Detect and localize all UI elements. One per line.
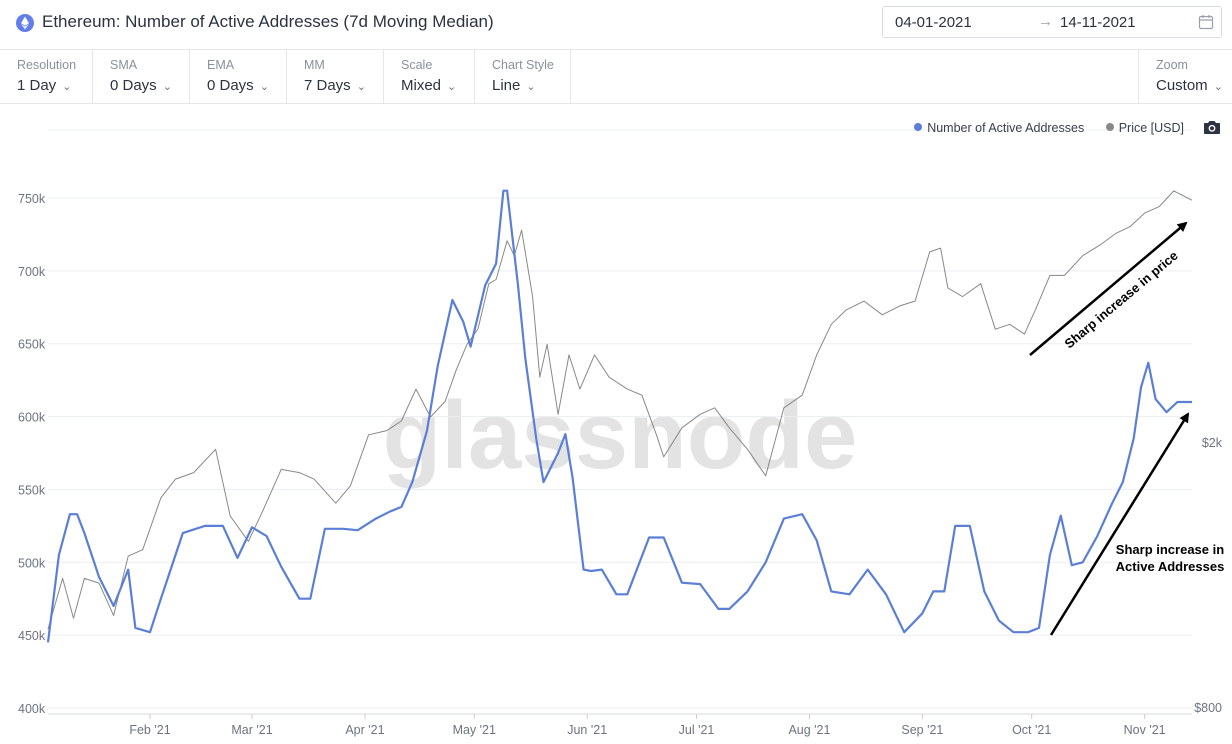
resolution-label: Resolution xyxy=(17,58,77,72)
zoom-label: Zoom xyxy=(1156,58,1188,72)
chevron-down-icon: ⌄ xyxy=(162,81,172,93)
legend-dot-addresses xyxy=(914,123,923,131)
x-tick-label: Mar '21 xyxy=(231,723,272,737)
y-tick-label: 600k xyxy=(18,411,46,425)
legend-item-price[interactable]: Price [USD] xyxy=(1105,121,1184,135)
y-axis-right: $2k $800 xyxy=(1194,436,1223,715)
active-addresses-series-line xyxy=(46,189,1192,643)
x-tick-label: Aug '21 xyxy=(788,723,830,737)
chart-legend: Number of Active Addresses Price [USD] xyxy=(896,121,1184,135)
addresses-annotation: Sharp increase in Active Addresses xyxy=(1116,542,1225,574)
zoom-dropdown[interactable]: Custom ⌄ xyxy=(1156,77,1223,94)
chart-toolbar: Resolution 1 Day ⌄ SMA 0 Days ⌄ EMA 0 Days… xyxy=(0,50,1232,104)
mm-control[interactable]: MM 7 Days ⌄ xyxy=(287,50,384,103)
ema-dropdown[interactable]: 0 Days ⌄ xyxy=(207,77,269,94)
chevron-down-icon: ⌄ xyxy=(62,81,72,93)
resolution-control[interactable]: Resolution 1 Day ⌄ xyxy=(0,50,93,103)
calendar-icon[interactable] xyxy=(1198,14,1214,30)
scale-control[interactable]: Scale Mixed ⌄ xyxy=(384,50,475,103)
chart-style-dropdown[interactable]: Line ⌄ xyxy=(492,77,536,94)
sma-control[interactable]: SMA 0 Days ⌄ xyxy=(93,50,190,103)
y-right-tick-label: $800 xyxy=(1194,701,1222,715)
scale-label: Scale xyxy=(401,58,433,72)
date-end-input[interactable]: 14-11-2021 xyxy=(1060,14,1136,31)
y-tick-label: 700k xyxy=(18,265,46,279)
annotation-layer: Sharp increase in price Sharp increase i… xyxy=(1029,221,1225,636)
date-start-input[interactable]: 04-01-2021 xyxy=(895,14,972,31)
sma-dropdown[interactable]: 0 Days ⌄ xyxy=(110,77,172,94)
x-tick-label: Feb '21 xyxy=(129,723,170,737)
chevron-down-icon: ⌄ xyxy=(259,81,269,93)
price-increase-arrow xyxy=(1029,221,1188,356)
mm-label: MM xyxy=(304,58,325,72)
date-range-picker[interactable]: 04-01-2021 → 14-11-2021 xyxy=(882,6,1222,38)
x-tick-label: Oct '21 xyxy=(1012,723,1051,737)
y-tick-label: 550k xyxy=(18,483,46,497)
ema-control[interactable]: EMA 0 Days ⌄ xyxy=(190,50,287,103)
resolution-dropdown[interactable]: 1 Day ⌄ xyxy=(17,77,72,94)
sma-label: SMA xyxy=(110,58,138,72)
price-series-line xyxy=(47,190,1193,630)
legend-dot-price xyxy=(1105,123,1114,131)
y-right-tick-label: $2k xyxy=(1202,436,1223,450)
series-layer xyxy=(46,189,1193,643)
chevron-down-icon: ⌄ xyxy=(1213,81,1223,93)
zoom-control[interactable]: Zoom Custom ⌄ xyxy=(1138,50,1232,103)
header-bar: Ethereum: Number of Active Addresses (7d… xyxy=(0,0,1232,50)
x-tick-label: Apr '21 xyxy=(345,723,384,737)
page-title: Ethereum: Number of Active Addresses (7d… xyxy=(42,12,494,31)
x-tick-label: Sep '21 xyxy=(901,723,943,737)
scale-dropdown[interactable]: Mixed ⌄ xyxy=(401,77,457,94)
x-tick-label: Jul '21 xyxy=(679,723,715,737)
camera-icon[interactable] xyxy=(1203,120,1221,135)
price-annotation: Sharp increase in price xyxy=(1061,248,1180,351)
mm-dropdown[interactable]: 7 Days ⌄ xyxy=(304,77,366,94)
chevron-down-icon: ⌄ xyxy=(356,81,366,93)
y-tick-label: 500k xyxy=(18,556,46,570)
date-range-arrow: → xyxy=(1038,13,1053,30)
chart-grid xyxy=(48,129,1192,709)
x-tick-label: Jun '21 xyxy=(567,723,607,737)
x-axis: Feb '21 Mar '21 Apr '21 May '21 Jun '21 Jul '… xyxy=(48,713,1192,737)
ema-label: EMA xyxy=(207,58,235,72)
y-axis-left: 400k 450k 500k 550k 600k 650k 700k 750k xyxy=(18,192,46,716)
y-tick-label: 650k xyxy=(18,338,46,352)
x-tick-label: Nov '21 xyxy=(1124,723,1166,737)
ethereum-icon xyxy=(16,14,34,32)
y-tick-label: 450k xyxy=(18,629,46,643)
chart-style-control[interactable]: Chart Style Line ⌄ xyxy=(475,50,571,103)
x-tick-label: May '21 xyxy=(453,723,496,737)
chevron-down-icon: ⌄ xyxy=(447,81,457,93)
y-tick-label: 750k xyxy=(18,192,46,206)
watermark: glassnode xyxy=(383,382,858,489)
chart-style-label: Chart Style xyxy=(492,58,554,72)
addresses-increase-arrow xyxy=(1049,412,1190,636)
legend-item-addresses[interactable]: Number of Active Addresses xyxy=(914,121,1084,135)
y-tick-label: 400k xyxy=(18,702,46,716)
chevron-down-icon: ⌄ xyxy=(526,81,536,93)
